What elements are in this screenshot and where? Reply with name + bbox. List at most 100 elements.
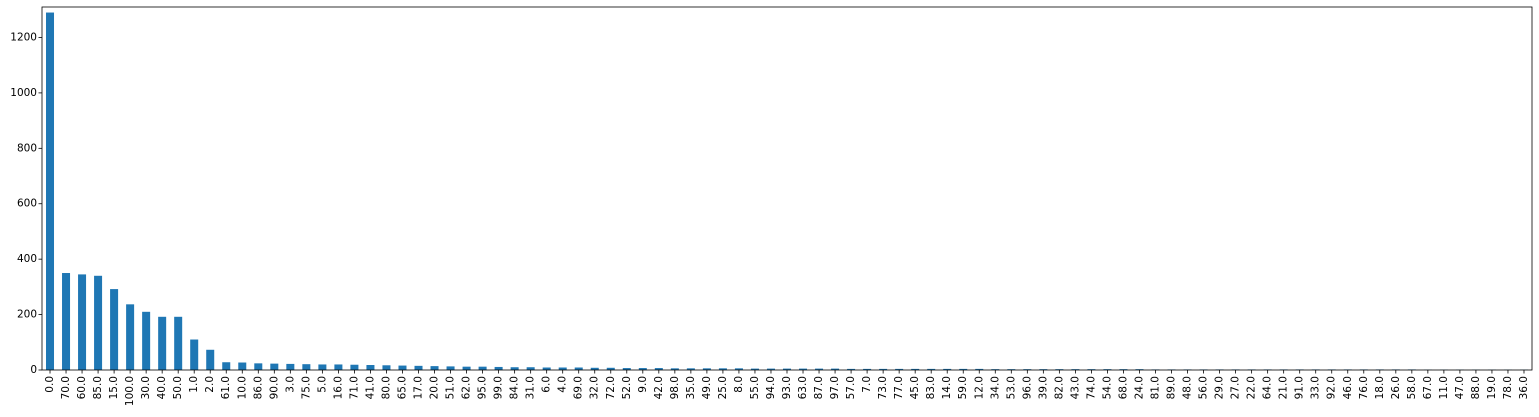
bar <box>911 368 920 370</box>
bar <box>190 339 199 370</box>
bar <box>670 368 679 370</box>
x-tick-label: 93.0 <box>781 376 793 399</box>
bar <box>126 304 135 370</box>
x-tick-label: 8.0 <box>733 376 745 393</box>
bar <box>462 366 471 370</box>
bar <box>494 366 503 370</box>
x-tick-label: 68.0 <box>1117 376 1129 399</box>
bar <box>158 316 167 370</box>
y-tick-label: 1200 <box>10 31 37 43</box>
x-tick-label: 48.0 <box>1182 376 1194 399</box>
bar <box>302 364 311 370</box>
x-tick-label: 26.0 <box>1390 376 1402 399</box>
x-tick-label: 78.0 <box>1502 376 1514 399</box>
x-tick-label: 67.0 <box>1422 376 1434 399</box>
bar <box>46 12 55 370</box>
x-tick-label: 89.0 <box>1166 376 1178 399</box>
bar <box>1039 369 1048 370</box>
x-tick-label: 99.0 <box>493 376 505 399</box>
bar <box>446 366 455 370</box>
bar <box>78 274 87 370</box>
x-tick-label: 46.0 <box>1342 376 1354 399</box>
x-tick-label: 81.0 <box>1149 376 1161 399</box>
x-tick-label: 35.0 <box>685 376 697 399</box>
x-tick-label: 0.0 <box>44 376 56 393</box>
x-tick-label: 33.0 <box>1310 376 1322 399</box>
bar <box>1103 369 1112 370</box>
x-tick-label: 91.0 <box>1294 376 1306 399</box>
bar <box>1087 369 1096 370</box>
x-tick-label: 24.0 <box>1133 376 1145 399</box>
x-tick-label: 87.0 <box>813 376 825 399</box>
x-tick-label: 54.0 <box>1101 376 1113 399</box>
bar <box>799 368 808 370</box>
bar <box>1119 369 1128 370</box>
bar <box>558 367 567 370</box>
bar <box>574 367 583 370</box>
x-tick-label: 41.0 <box>364 376 376 399</box>
y-axis: 0 200 400 600 800 1000 1200 <box>10 31 42 376</box>
x-tick-label: 30.0 <box>140 376 152 399</box>
bar <box>622 368 631 370</box>
bar <box>382 365 391 370</box>
x-tick-label: 69.0 <box>573 376 585 399</box>
bar <box>110 289 119 370</box>
x-tick-label: 75.0 <box>300 376 312 399</box>
bar <box>254 363 263 370</box>
bar <box>750 368 759 370</box>
bar <box>782 368 792 370</box>
bar <box>286 363 295 370</box>
bar <box>927 368 936 370</box>
x-tick-label: 4.0 <box>557 376 569 393</box>
x-tick-label: 62.0 <box>461 376 473 399</box>
y-tick-label: 800 <box>17 142 37 154</box>
x-tick-label: 65.0 <box>396 376 408 399</box>
bar <box>526 367 535 370</box>
x-tick-label: 45.0 <box>909 376 921 399</box>
bar <box>815 368 824 370</box>
x-tick-label: 31.0 <box>525 376 537 399</box>
x-tick-label: 86.0 <box>252 376 264 399</box>
y-tick-label: 0 <box>30 364 37 376</box>
y-tick-label: 600 <box>17 198 37 210</box>
x-tick-label: 92.0 <box>1326 376 1338 399</box>
x-tick-label: 74.0 <box>1085 376 1097 399</box>
x-tick-label: 32.0 <box>589 376 601 399</box>
x-tick-label: 5.0 <box>316 376 328 393</box>
bars-group <box>46 12 1528 370</box>
x-tick-label: 71.0 <box>348 376 360 399</box>
bar <box>606 367 615 370</box>
bar <box>334 364 343 370</box>
x-tick-label: 53.0 <box>1005 376 1017 399</box>
bar <box>398 365 407 370</box>
x-tick-label: 60.0 <box>76 376 88 399</box>
x-tick-label: 90.0 <box>268 376 280 399</box>
x-tick-label: 18.0 <box>1374 376 1386 399</box>
x-tick-label: 49.0 <box>701 376 713 399</box>
x-tick-label: 50.0 <box>172 376 184 399</box>
x-tick-label: 72.0 <box>605 376 617 399</box>
bar <box>238 362 247 370</box>
x-tick-label: 95.0 <box>477 376 489 399</box>
x-tick-label: 43.0 <box>1069 376 1081 399</box>
x-tick-label: 19.0 <box>1486 376 1498 399</box>
x-tick-label: 63.0 <box>797 376 809 399</box>
bar <box>975 368 984 370</box>
bar <box>895 368 904 370</box>
x-tick-label: 15.0 <box>108 376 120 399</box>
bar <box>270 363 279 370</box>
bar <box>847 368 856 370</box>
x-tick-label: 73.0 <box>877 376 889 399</box>
bar <box>654 368 663 370</box>
x-tick-label: 70.0 <box>60 376 72 399</box>
bar <box>350 364 359 370</box>
x-tick-label: 84.0 <box>509 376 521 399</box>
x-tick-label: 17.0 <box>413 376 425 399</box>
bar <box>943 368 952 370</box>
bar <box>414 365 423 370</box>
bar <box>959 368 968 370</box>
bar <box>1071 369 1080 370</box>
y-tick-label: 200 <box>17 309 37 321</box>
x-tick-label: 6.0 <box>541 376 553 393</box>
bar <box>590 367 599 370</box>
